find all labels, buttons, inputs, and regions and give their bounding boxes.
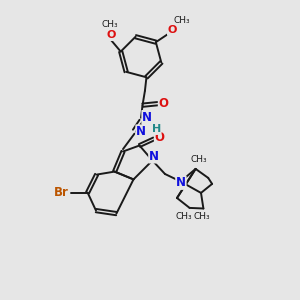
Text: O: O: [154, 131, 165, 144]
Text: Br: Br: [54, 186, 69, 199]
Text: N: N: [176, 176, 186, 189]
Text: CH₃: CH₃: [191, 155, 208, 164]
Text: O: O: [106, 30, 116, 40]
Text: O: O: [158, 97, 169, 110]
Text: O: O: [168, 25, 177, 35]
Text: CH₃: CH₃: [176, 212, 193, 221]
Text: N: N: [136, 125, 146, 138]
Text: CH₃: CH₃: [174, 16, 190, 25]
Text: CH₃: CH₃: [102, 20, 118, 29]
Text: H: H: [152, 124, 161, 134]
Text: N: N: [142, 111, 152, 124]
Text: CH₃: CH₃: [194, 212, 211, 221]
Text: N: N: [149, 150, 159, 163]
